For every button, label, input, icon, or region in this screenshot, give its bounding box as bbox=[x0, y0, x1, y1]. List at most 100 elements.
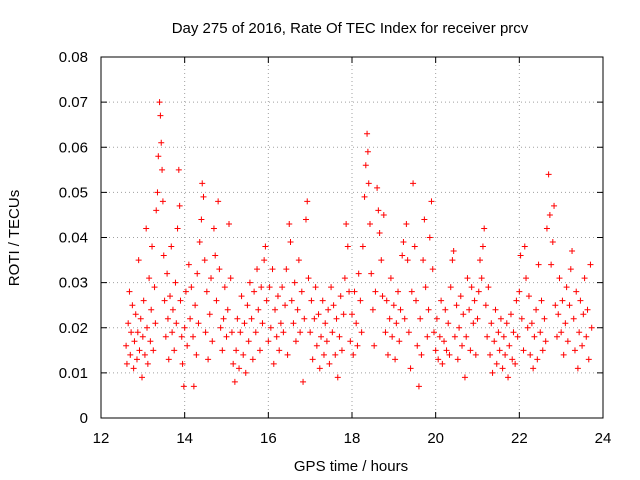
data-point bbox=[195, 320, 202, 327]
data-point bbox=[535, 261, 542, 268]
data-point bbox=[478, 275, 485, 282]
data-point bbox=[450, 248, 457, 255]
data-point bbox=[154, 189, 161, 196]
chart-title: Day 275 of 2016, Rate Of TEC Index for r… bbox=[172, 20, 529, 37]
data-point bbox=[570, 315, 577, 322]
data-point bbox=[147, 338, 154, 345]
data-point bbox=[125, 320, 132, 327]
data-point bbox=[141, 351, 148, 358]
data-point bbox=[238, 293, 245, 300]
data-point bbox=[138, 374, 145, 381]
data-point bbox=[523, 275, 530, 282]
data-point bbox=[217, 324, 224, 331]
data-point bbox=[513, 297, 520, 304]
data-point bbox=[505, 374, 512, 381]
data-point bbox=[538, 297, 545, 304]
data-point bbox=[237, 329, 244, 336]
data-point bbox=[325, 306, 332, 313]
data-point bbox=[320, 351, 327, 358]
data-point bbox=[336, 333, 343, 340]
data-point bbox=[369, 306, 376, 313]
data-point bbox=[206, 311, 213, 318]
data-point bbox=[156, 99, 163, 106]
data-point bbox=[308, 297, 315, 304]
data-point bbox=[224, 306, 231, 313]
data-point bbox=[135, 257, 142, 264]
data-point bbox=[228, 329, 235, 336]
data-point bbox=[459, 342, 466, 349]
data-point bbox=[180, 383, 187, 390]
data-point bbox=[262, 243, 269, 250]
data-point bbox=[241, 320, 248, 327]
data-point bbox=[193, 351, 200, 358]
data-point bbox=[414, 342, 421, 349]
data-point bbox=[203, 288, 210, 295]
data-point bbox=[384, 351, 391, 358]
data-point bbox=[330, 302, 337, 309]
data-point bbox=[298, 288, 305, 295]
data-point bbox=[185, 261, 192, 268]
data-point bbox=[389, 333, 396, 340]
data-point bbox=[566, 302, 573, 309]
data-point bbox=[255, 306, 262, 313]
data-point bbox=[182, 288, 189, 295]
data-point bbox=[365, 180, 372, 187]
data-point bbox=[133, 356, 140, 363]
data-point bbox=[489, 369, 496, 376]
data-point bbox=[510, 329, 517, 336]
data-point bbox=[445, 320, 452, 327]
data-point bbox=[137, 315, 144, 322]
data-point bbox=[341, 275, 348, 282]
data-point bbox=[187, 315, 194, 322]
data-point bbox=[413, 297, 420, 304]
x-tick-label: 12 bbox=[93, 430, 110, 447]
data-point bbox=[162, 333, 169, 340]
data-point bbox=[200, 193, 207, 200]
data-point bbox=[150, 347, 157, 354]
data-point bbox=[322, 320, 329, 327]
data-point bbox=[376, 229, 383, 236]
data-point bbox=[371, 342, 378, 349]
y-tick-label: 0.07 bbox=[59, 94, 88, 111]
data-point bbox=[418, 351, 425, 358]
y-tick-label: 0.02 bbox=[59, 320, 88, 337]
data-point bbox=[512, 360, 519, 367]
data-point bbox=[350, 351, 357, 358]
data-point bbox=[127, 351, 134, 358]
data-point bbox=[362, 162, 369, 169]
data-point bbox=[184, 342, 191, 349]
x-tick-label: 18 bbox=[344, 430, 361, 447]
data-point bbox=[209, 338, 216, 345]
data-point bbox=[449, 257, 456, 264]
data-point bbox=[174, 225, 181, 232]
data-point bbox=[215, 198, 222, 205]
data-point bbox=[177, 297, 184, 304]
data-point bbox=[580, 311, 587, 318]
data-point bbox=[428, 198, 435, 205]
data-point bbox=[372, 288, 379, 295]
data-point bbox=[256, 347, 263, 354]
data-point bbox=[364, 130, 371, 137]
data-point bbox=[468, 284, 475, 291]
data-point bbox=[495, 329, 502, 336]
data-point bbox=[277, 320, 284, 327]
data-point bbox=[442, 306, 449, 313]
data-point bbox=[155, 153, 162, 160]
data-point bbox=[460, 311, 467, 318]
data-point bbox=[258, 284, 265, 291]
data-point bbox=[175, 166, 182, 173]
data-point bbox=[319, 297, 326, 304]
data-point bbox=[533, 306, 540, 313]
data-point bbox=[474, 315, 481, 322]
data-point bbox=[433, 315, 440, 322]
data-point bbox=[272, 306, 279, 313]
data-point bbox=[131, 338, 138, 345]
data-point bbox=[436, 333, 443, 340]
data-point bbox=[343, 220, 350, 227]
data-point bbox=[386, 315, 393, 322]
y-tick-label: 0.03 bbox=[59, 275, 88, 292]
data-point bbox=[140, 297, 147, 304]
data-point bbox=[223, 333, 230, 340]
data-point bbox=[245, 338, 252, 345]
